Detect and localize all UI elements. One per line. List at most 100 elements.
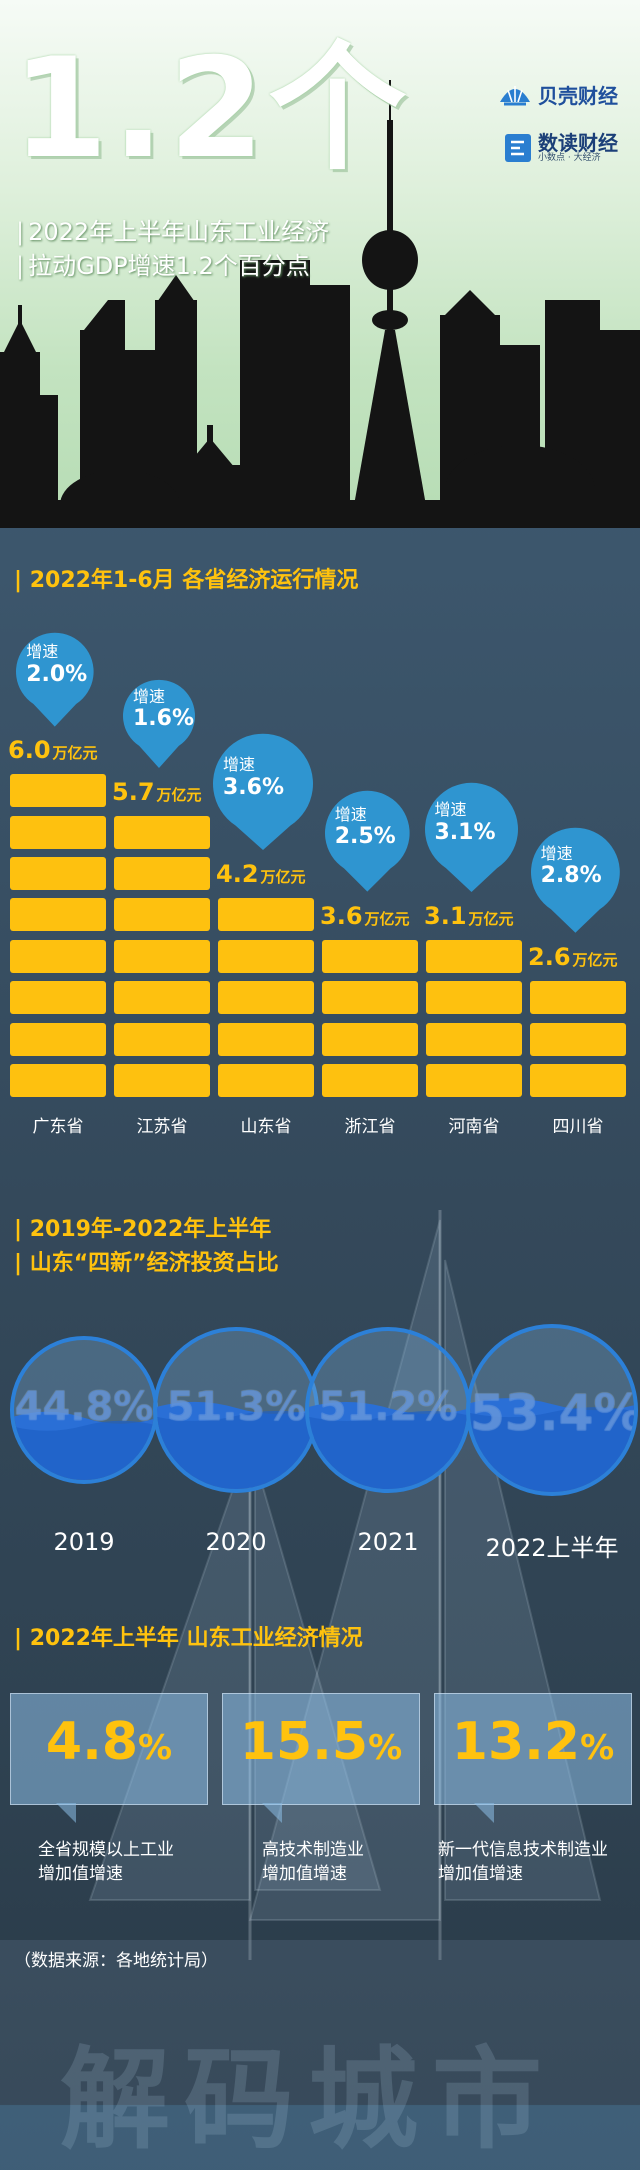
indicator-box-1: 4.8% [10,1693,208,1805]
province-bar-chart: 6.0 万亿元 增速 2.0% 广东省 5.7 万亿元 增速 1.6% 江苏省 4.2 万亿元 增速 3.… [8,632,626,1137]
water-fill [14,1411,154,1480]
section-title-investment-2: 山东“四新”经济投资占比 [14,1249,279,1279]
indicator-box-2: 15.5% [222,1693,420,1805]
bar-segment [426,981,522,1015]
shudu-logo-icon [505,133,531,162]
share-circle: 53.4% [466,1324,638,1496]
bar-value-label: 4.2 万亿元 [216,860,306,889]
indicator-caption-2: 高技术制造业 增加值增速 [262,1840,364,1884]
section-title-investment-1: 2019年-2022年上半年 [14,1215,272,1245]
growth-pin-marker [424,782,518,892]
bar-segment [322,1022,418,1056]
growth-pin-label: 增速 3.1% [434,800,496,845]
water-fill [470,1398,634,1492]
section-title-provinces: 2022年1-6月 各省经济运行情况 [14,566,359,596]
bar-segment [114,857,210,890]
share-circle: 51.3% [152,1326,320,1494]
bar-value-label: 2.6 万亿元 [528,943,618,972]
footer-watermark: 解码城市 [60,2036,556,2164]
indicator-pointer-3 [474,1803,494,1823]
bar-segment [114,1064,210,1097]
city-skyline-illustration [0,80,640,528]
indicator-pointer-2 [262,1803,282,1823]
indicator-value-3: 13.2% [451,1712,615,1772]
shell-logo-icon [500,85,530,105]
indicator-pointer-1 [56,1803,76,1823]
share-circle: 44.8% [10,1336,158,1484]
growth-pin-marker [324,790,410,892]
bar-value-label: 5.7 万亿元 [112,777,202,806]
year-label: 2019 [53,1528,115,1556]
indicator-box-3: 13.2% [434,1693,632,1805]
growth-pin-marker [123,679,195,768]
indicator-caption-1: 全省规模以上工业 增加值增速 [38,1840,174,1884]
indicator-value-2: 15.5% [239,1712,403,1772]
data-source-note: （数据来源：各地统计局） [14,1951,218,1971]
year-label: 2022上半年 [485,1534,619,1562]
bar-segment [426,939,522,973]
hero-header: 1.2个 2022年上半年山东工业经济 拉动GDP增速1.2个百分点 贝壳财经 … [0,0,640,528]
bar-value-label: 3.1 万亿元 [424,901,514,930]
bar-segment [530,981,626,1015]
year-label: 2021 [357,1528,419,1556]
bar-value-label: 6.0 万亿元 [8,736,98,765]
bar-segment [218,898,314,932]
headline-subtitle-2: 拉动GDP增速1.2个百分点 [16,246,310,281]
share-value-label: 51.3% [166,1383,306,1430]
bar-segment [322,981,418,1015]
brand-tagline: 小数点 · 大经济 [538,153,601,163]
water-fill [309,1402,467,1489]
bar-segment [10,1022,106,1056]
province-label: 山东省 [240,1117,292,1137]
bar-segment [218,939,314,973]
bar-segment [426,1022,522,1056]
growth-pin-label: 增速 3.6% [223,755,285,800]
brand-shudu-label: 数读财经 [538,131,618,155]
brand-beike-label: 贝壳财经 [538,84,618,108]
share-value-label: 53.4% [470,1384,638,1442]
bar-segment [10,815,106,849]
province-label: 河南省 [448,1117,500,1137]
indicator-caption-3: 新一代信息技术制造业 增加值增速 [438,1840,608,1884]
bar-segment [114,1022,210,1056]
province-label: 江苏省 [136,1117,188,1137]
growth-pin-marker [530,828,620,934]
bar-segment [218,1064,314,1097]
bar-value-label: 3.6 万亿元 [320,901,410,930]
growth-pin-marker [16,632,94,727]
brand-beike: 贝壳财经 [498,80,618,109]
bar-segment [10,898,106,932]
bar-segment [530,1022,626,1056]
brand-shudu: 数读财经 小数点 · 大经济 [504,132,618,164]
growth-pin-marker [213,734,313,851]
headline-number: 1.2个 [12,28,411,189]
bar-segment [426,1064,522,1097]
headline-subtitle-1: 2022年上半年山东工业经济 [16,212,329,247]
bar-segment [10,1064,106,1097]
bar-segment [322,1064,418,1097]
section-title-industry: 2022年上半年 山东工业经济情况 [14,1624,363,1654]
bar-segment [530,1064,626,1097]
province-label: 四川省 [552,1117,604,1137]
bar-segment [218,1022,314,1056]
province-label: 广东省 [32,1117,84,1137]
growth-pin-label: 增速 2.8% [540,843,602,889]
share-value-label: 44.8% [14,1384,154,1430]
bar-segment [10,939,106,973]
bar-segment [10,981,106,1015]
bar-segment [114,981,210,1015]
growth-pin-label: 增速 1.6% [133,686,195,731]
growth-pin-label: 增速 2.5% [334,804,396,849]
share-value-label: 51.2% [318,1383,458,1430]
province-label: 浙江省 [344,1117,396,1137]
bar-segment [322,939,418,973]
bar-segment [218,981,314,1015]
bar-segment [114,898,210,932]
indicator-value-1: 4.8% [45,1712,173,1772]
growth-pin-label: 增速 2.0% [26,642,88,687]
water-fill [156,1401,316,1490]
year-label: 2020 [205,1528,267,1556]
bar-segment [114,939,210,973]
share-circle: 51.2% [305,1327,471,1493]
bar-segment [10,774,106,808]
